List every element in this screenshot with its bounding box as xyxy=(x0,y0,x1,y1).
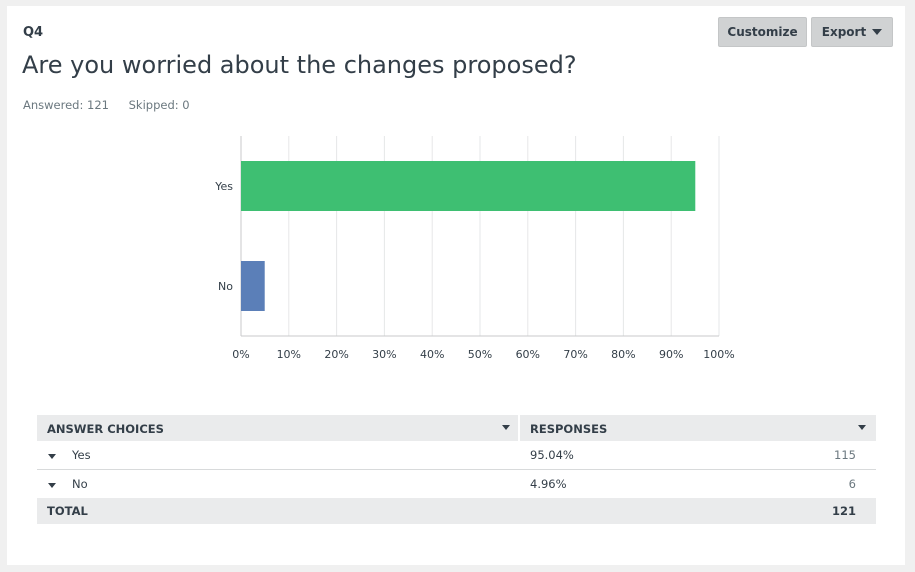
x-tick-label: 0% xyxy=(232,348,249,361)
total-label: TOTAL xyxy=(47,504,88,518)
response-stats: Answered: 121 Skipped: 0 xyxy=(23,98,206,112)
x-tick-label: 60% xyxy=(516,348,540,361)
table-row: Yes 95.04% 115 xyxy=(37,441,876,470)
x-tick-label: 50% xyxy=(468,348,492,361)
x-tick-label: 90% xyxy=(659,348,683,361)
export-button[interactable]: Export xyxy=(811,17,893,47)
header-responses[interactable]: RESPONSES xyxy=(530,422,608,436)
bar xyxy=(241,261,265,311)
table-total-row: TOTAL 121 xyxy=(37,498,876,524)
customize-label: Customize xyxy=(727,25,798,39)
row-count: 115 xyxy=(834,448,856,462)
total-count: 121 xyxy=(831,504,856,518)
question-number: Q4 xyxy=(23,25,44,40)
x-tick-label: 100% xyxy=(703,348,734,361)
question-card: Q4 Are you worried about the changes pro… xyxy=(7,6,905,565)
answered-count: Answered: 121 xyxy=(23,98,109,112)
skipped-count: Skipped: 0 xyxy=(128,98,190,112)
sort-caret-icon[interactable] xyxy=(858,425,866,430)
row-label: No xyxy=(72,477,88,491)
bar xyxy=(241,161,696,211)
x-tick-label: 40% xyxy=(420,348,444,361)
header-answer-choices[interactable]: ANSWER CHOICES xyxy=(47,422,164,436)
table-header: ANSWER CHOICES RESPONSES xyxy=(37,415,876,441)
x-tick-label: 30% xyxy=(372,348,396,361)
x-tick-label: 20% xyxy=(324,348,348,361)
question-title: Are you worried about the changes propos… xyxy=(22,51,577,79)
caret-down-icon xyxy=(872,29,883,35)
header-divider xyxy=(518,415,520,441)
expand-caret-icon[interactable] xyxy=(48,454,56,459)
export-label: Export xyxy=(821,25,867,39)
customize-button[interactable]: Customize xyxy=(718,17,807,47)
category-label: No xyxy=(218,280,233,293)
x-tick-label: 10% xyxy=(277,348,301,361)
table-row: No 4.96% 6 xyxy=(37,470,876,498)
x-tick-label: 80% xyxy=(611,348,635,361)
row-percent: 95.04% xyxy=(530,448,574,462)
responses-table: ANSWER CHOICES RESPONSES Yes 95.04% 115 … xyxy=(37,415,876,524)
row-count: 6 xyxy=(848,477,856,491)
sort-caret-icon[interactable] xyxy=(502,425,510,430)
category-label: Yes xyxy=(214,180,233,193)
expand-caret-icon[interactable] xyxy=(48,483,56,488)
bar-chart: 0% 10% 20% 30% 40% 50% 60% 70% 80% 90% 100% Yes No xyxy=(214,136,735,361)
row-label: Yes xyxy=(72,448,91,462)
row-percent: 4.96% xyxy=(530,477,567,491)
x-tick-label: 70% xyxy=(563,348,587,361)
